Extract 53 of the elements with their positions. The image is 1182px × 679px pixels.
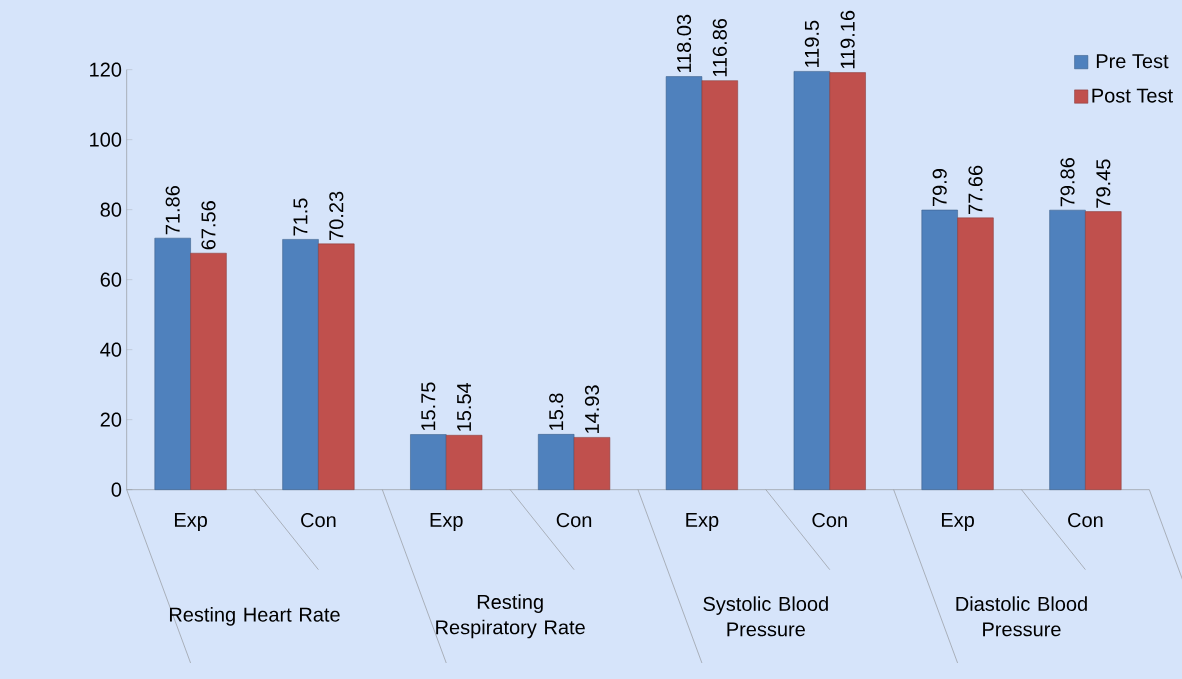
bar (538, 434, 575, 490)
data-label: 71.5 (293, 198, 308, 236)
data-label: 15.75 (421, 382, 436, 431)
data-label: 116.86 (712, 18, 727, 77)
data-label: 119.16 (840, 10, 855, 69)
x-tick-label: Exp (686, 513, 719, 531)
bar (665, 76, 703, 490)
text: Diastolic Blood Pressure (956, 596, 1087, 637)
y-tick-label: 40 (100, 342, 122, 357)
bar (701, 80, 738, 490)
x-tick-label: Exp (430, 513, 463, 531)
bar (445, 435, 483, 490)
data-label: 118.03 (676, 14, 692, 73)
x-tick-label: Con (812, 513, 847, 528)
data-label: 15.8 (549, 393, 564, 430)
data-label: 15.54 (457, 382, 472, 431)
data-label: 79.45 (1096, 159, 1111, 208)
data-label: 70.23 (329, 191, 344, 240)
x-tick-label: Exp (941, 513, 974, 531)
y-tick-label: 100 (90, 132, 122, 147)
bar (190, 252, 227, 490)
bar (318, 243, 355, 490)
text: Systolic Blood Pressure (703, 596, 828, 637)
bar (1085, 211, 1122, 490)
legend-label: Post Test (1092, 88, 1173, 103)
legend-label: Pre Test (1096, 54, 1169, 69)
text: Resting Respiratory Rate (436, 594, 585, 639)
bar (154, 237, 191, 490)
text: Resting Heart Rate (169, 607, 340, 626)
data-label: 71.86 (165, 186, 180, 235)
bar (957, 217, 994, 490)
data-label: 79.86 (1060, 158, 1075, 207)
bar (921, 209, 958, 490)
x-tick-label: Con (1068, 513, 1103, 528)
bar (1049, 209, 1086, 490)
y-tick-label: 20 (100, 412, 122, 427)
data-label: 79.9 (932, 169, 947, 207)
bar (282, 239, 319, 490)
x-tick-label: Con (556, 513, 592, 528)
data-label: 119.5 (804, 20, 819, 67)
y-tick-label: 0 (111, 482, 122, 497)
bar (793, 71, 831, 490)
x-tick-label: Con (301, 513, 336, 528)
data-label: 67.56 (201, 201, 216, 250)
y-tick-label: 120 (90, 62, 122, 77)
y-tick-label: 80 (100, 202, 122, 217)
data-label: 77.66 (968, 165, 983, 214)
bar (829, 72, 866, 490)
bar (410, 434, 447, 490)
y-tick-label: 60 (100, 272, 122, 287)
x-tick-label: Exp (174, 513, 207, 531)
bar (573, 437, 611, 490)
data-label: 14.93 (584, 385, 600, 433)
